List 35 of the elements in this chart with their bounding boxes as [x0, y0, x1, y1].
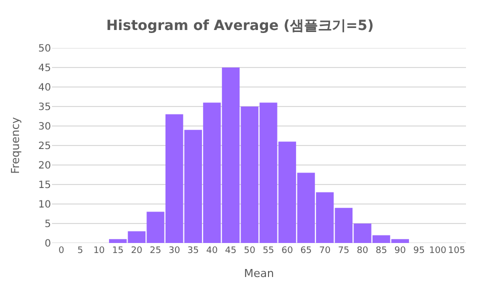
y-tick-label: 20 — [38, 160, 51, 172]
x-tick-label: 80 — [356, 246, 368, 256]
y-tick-label: 50 — [38, 44, 51, 54]
x-tick-label: 15 — [112, 246, 124, 256]
x-tick-label: 65 — [300, 246, 312, 256]
y-tick-label: 10 — [38, 200, 51, 210]
chart-title: Histogram of Average (샘플크기=5) — [106, 18, 374, 34]
x-tick-label: 50 — [244, 246, 256, 256]
x-tick-label: 40 — [206, 246, 218, 256]
y-tick-label: 35 — [38, 102, 51, 113]
x-tick-label: 95 — [413, 246, 425, 256]
y-tick-label: 40 — [38, 82, 51, 94]
x-tick-label: 10 — [93, 246, 106, 256]
x-tick-label: 70 — [319, 246, 331, 256]
y-tick-label: 45 — [38, 63, 51, 74]
x-tick-label: 55 — [262, 246, 274, 256]
x-tick-label: 35 — [187, 246, 199, 256]
x-tick-label: 0 — [58, 246, 65, 256]
x-tick-label: 45 — [225, 246, 236, 256]
y-tick-label: 5 — [44, 219, 51, 230]
y-tick-label: 30 — [38, 122, 51, 132]
x-tick-label: 85 — [376, 246, 388, 256]
x-tick-label: 20 — [130, 246, 143, 256]
x-tick-label: 75 — [338, 246, 350, 256]
x-tick-label: 90 — [394, 246, 406, 256]
x-axis-title: Mean — [244, 267, 274, 280]
y-tick-label: 15 — [38, 180, 51, 191]
x-tick-label: 100 — [429, 246, 447, 256]
x-tick-label: 60 — [282, 246, 294, 256]
x-tick-label: 105 — [448, 246, 466, 256]
y-tick-label: 25 — [38, 141, 51, 152]
x-tick-label: 5 — [77, 246, 84, 256]
x-tick-label: 25 — [150, 246, 162, 256]
x-tick-label: 30 — [168, 246, 180, 256]
y-axis-title: Frequency — [8, 116, 22, 174]
